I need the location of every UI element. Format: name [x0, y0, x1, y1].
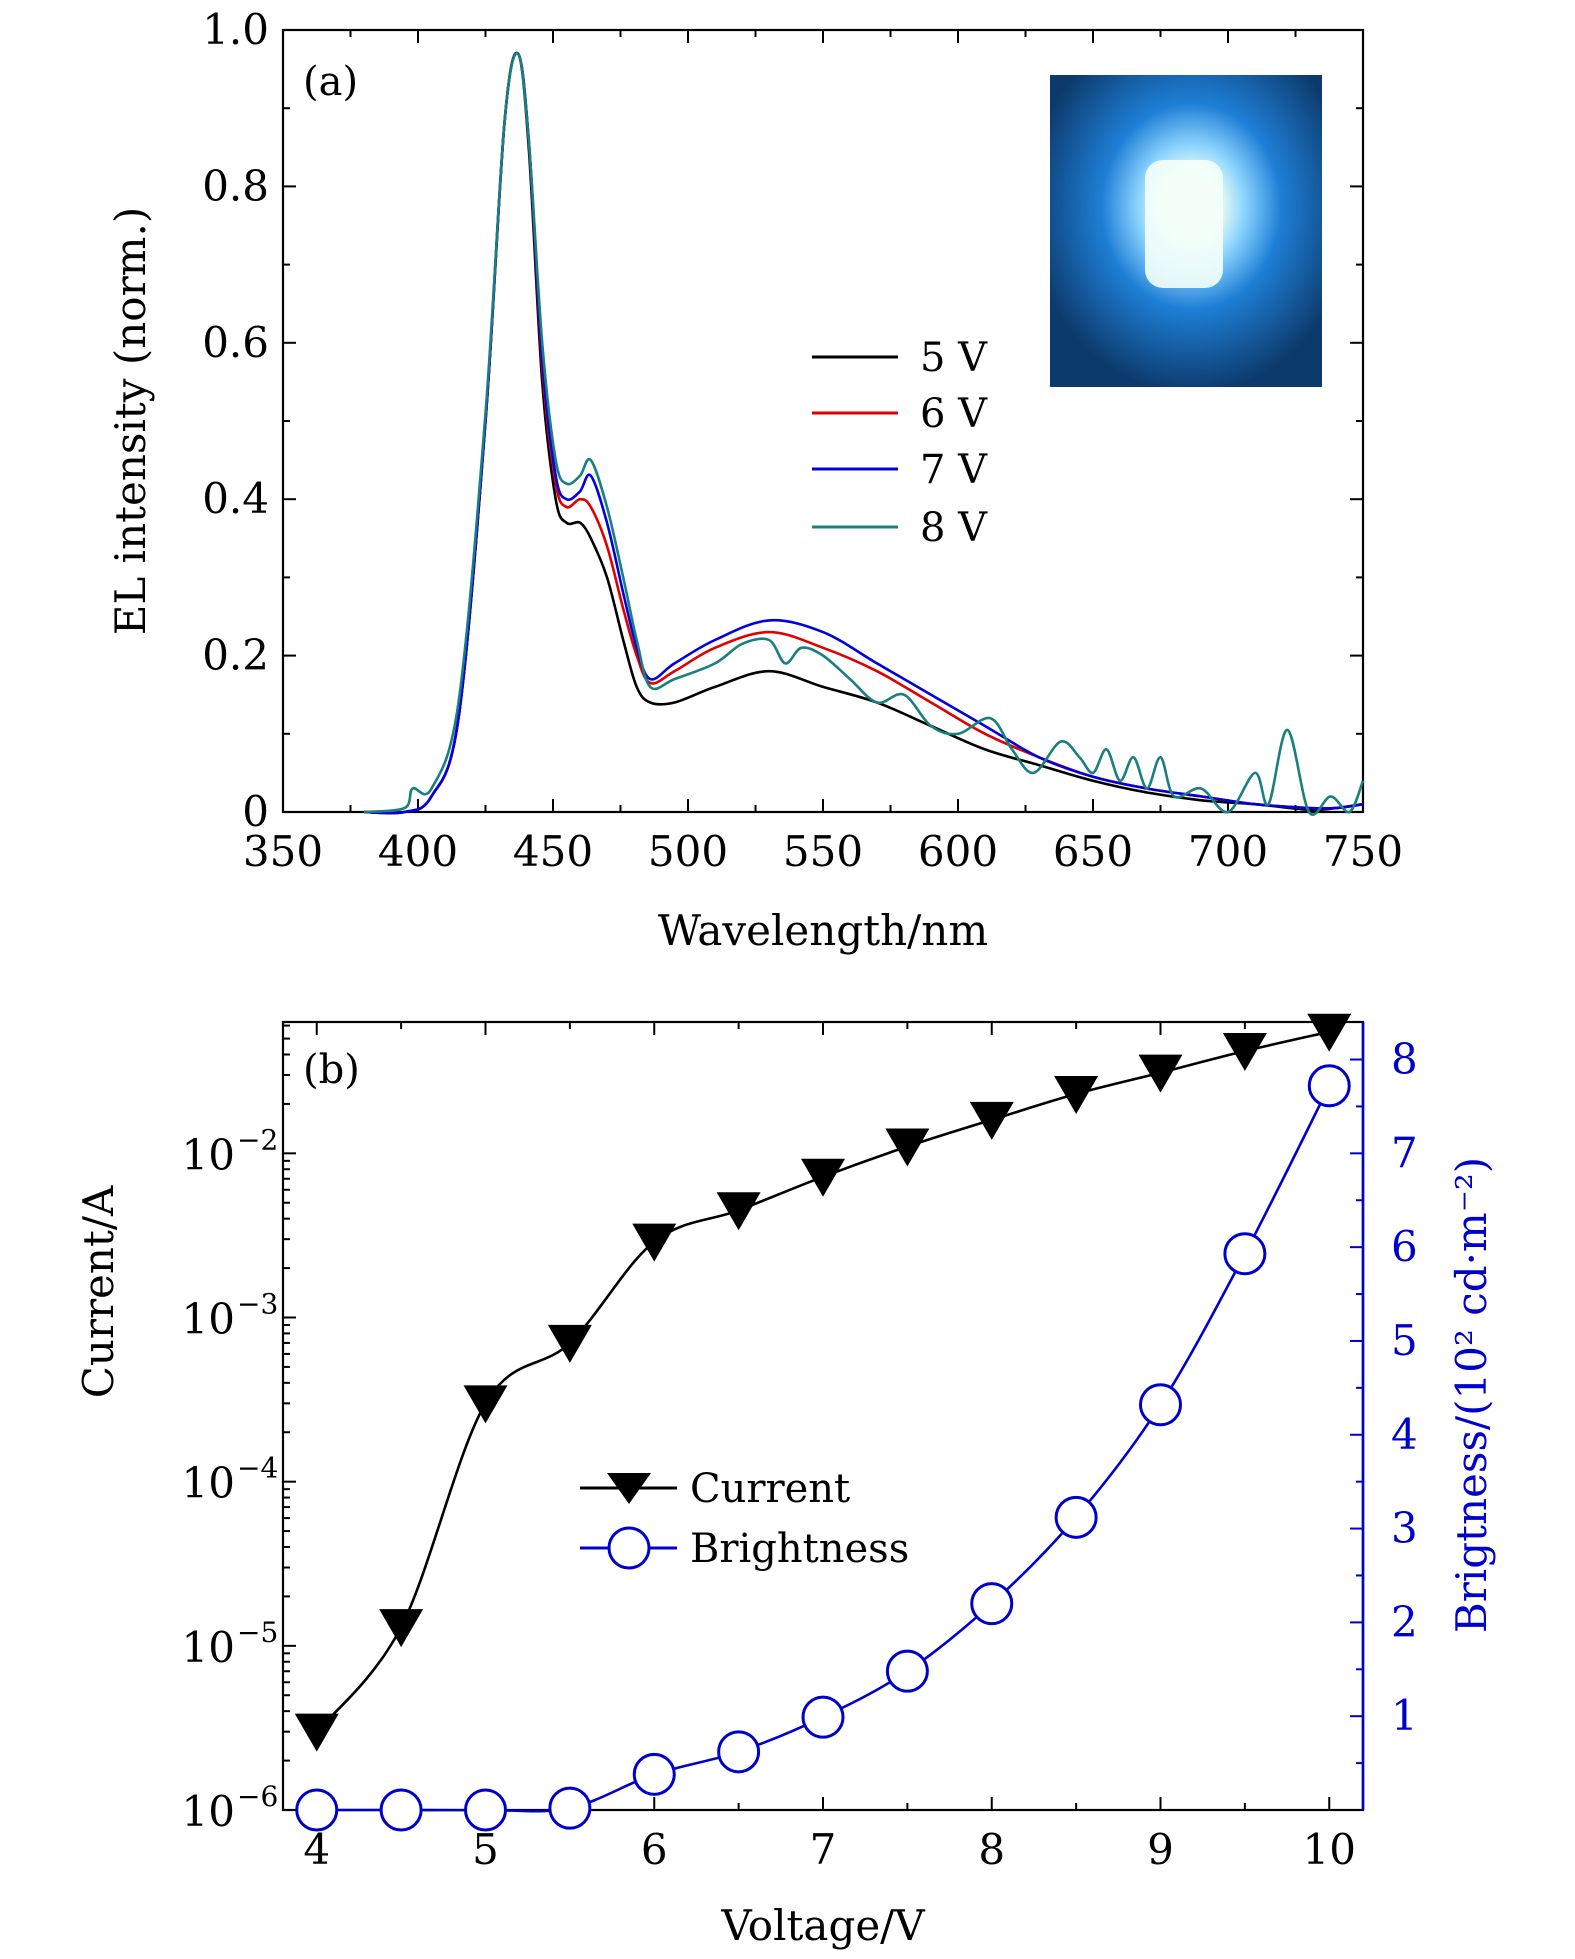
- legend-label-current: Current: [690, 1466, 850, 1512]
- panel-a-y-axis-title: EL intensity (norm.): [106, 207, 155, 635]
- current-marker: [716, 1192, 761, 1231]
- current-marker: [379, 1609, 424, 1648]
- current-marker: [1138, 1054, 1183, 1093]
- brightness-marker: [801, 1695, 845, 1739]
- a-xtick-label: 700: [1188, 827, 1268, 876]
- a-xtick-label: 750: [1323, 827, 1403, 876]
- legend-down-triangle-icon: [607, 1473, 651, 1504]
- panel-b-legend: Current Brightness: [580, 1466, 909, 1572]
- b-y2tick-label: 4: [1391, 1410, 1418, 1459]
- current-marker: [1054, 1075, 1099, 1114]
- a-xtick-label: 500: [648, 827, 728, 876]
- b-y2tick-label: 7: [1391, 1128, 1418, 1177]
- panel-a-label: (a): [303, 59, 358, 105]
- b-ytick-label: 10: [182, 1295, 235, 1344]
- brightness-marker: [1223, 1232, 1267, 1276]
- current-marker: [801, 1158, 845, 1197]
- b-xtick-label: 7: [810, 1825, 837, 1874]
- brightness-marker: [632, 1752, 676, 1796]
- b-xtick-label: 10: [1303, 1825, 1356, 1874]
- a-xtick-label: 350: [243, 827, 323, 876]
- b-xtick-label: 8: [978, 1825, 1005, 1874]
- b-y2tick-label: 8: [1391, 1035, 1418, 1084]
- current-marker: [463, 1385, 508, 1424]
- panel-a-ticks: 350 400 450 500 550 600 650 700 750 0 0.2 0.4 0.6 0.8…: [202, 5, 1403, 876]
- b-ytick-label: 10: [182, 1459, 235, 1508]
- b-xtick-label: 5: [472, 1825, 499, 1874]
- a-ytick-label: 1.0: [202, 5, 269, 54]
- b-ytick-exponent: −6: [237, 1780, 278, 1813]
- legend-open-circle-icon: [607, 1526, 651, 1570]
- a-xtick-label: 450: [513, 827, 593, 876]
- brightness-marker: [1307, 1064, 1351, 1108]
- panel-a-series: [363, 51, 1365, 816]
- brightness-marker: [970, 1582, 1014, 1626]
- brightness-marker: [717, 1730, 761, 1774]
- b-ytick-exponent: −4: [237, 1452, 278, 1485]
- panel-a-x-axis-title: Wavelength/nm: [658, 906, 988, 955]
- b-ytick-exponent: −5: [237, 1616, 278, 1649]
- b-xtick-label: 9: [1147, 1825, 1174, 1874]
- b-y2tick-label: 2: [1391, 1597, 1418, 1646]
- current-marker: [547, 1324, 592, 1363]
- a-xtick-label: 400: [378, 827, 458, 876]
- current-marker: [969, 1101, 1014, 1140]
- current-marker: [632, 1223, 677, 1262]
- panel-a-legend: 5 V 6 V 7 V 8 V: [812, 335, 988, 551]
- b-ytick-label: 10: [182, 1787, 235, 1836]
- b-y2tick-label: 6: [1391, 1222, 1418, 1271]
- panel-b-y2-axis-title: Brigtness/(10² cd·m⁻²): [1447, 1157, 1496, 1633]
- legend-label-6V: 6 V: [920, 391, 988, 437]
- inset-bright-spot: [1145, 160, 1223, 288]
- current-marker: [294, 1713, 339, 1752]
- inset-photo: [1050, 75, 1322, 387]
- a-xtick-label: 550: [783, 827, 863, 876]
- panel-b-series: [294, 1013, 1352, 1832]
- a-ytick-label: 0.6: [202, 318, 269, 367]
- a-xtick-label: 650: [1053, 827, 1133, 876]
- brightness-marker: [379, 1788, 423, 1832]
- current-marker: [1307, 1013, 1352, 1052]
- b-ytick-label: 10: [182, 1130, 235, 1179]
- brightness-marker: [548, 1786, 592, 1830]
- brightness-marker: [1139, 1383, 1182, 1427]
- a-ytick-label: 0.4: [202, 474, 269, 523]
- legend-label-7V: 7 V: [920, 447, 988, 493]
- b-xtick-label: 4: [303, 1825, 330, 1874]
- b-xtick-label: 6: [641, 1825, 668, 1874]
- panel-b-label: (b): [303, 1047, 360, 1093]
- a-ytick-label: 0.2: [202, 631, 269, 680]
- a-ytick-label: 0: [242, 787, 269, 836]
- current-line: [315, 1030, 1330, 1733]
- legend-label-8V: 8 V: [920, 505, 988, 551]
- a-xtick-label: 600: [918, 827, 998, 876]
- brightness-marker: [464, 1788, 507, 1832]
- brightness-marker: [885, 1649, 929, 1693]
- b-ytick-exponent: −3: [237, 1288, 278, 1321]
- b-y2tick-label: 5: [1391, 1316, 1418, 1365]
- legend-label-5V: 5 V: [920, 335, 988, 381]
- b-y2tick-label: 3: [1391, 1504, 1418, 1553]
- panel-b-y-axis-title: Current/A: [74, 1185, 123, 1398]
- b-y2tick-label: 1: [1391, 1691, 1418, 1740]
- b-ytick-exponent: −2: [237, 1123, 278, 1156]
- panel-b-x-axis-title: Voltage/V: [720, 1901, 925, 1950]
- b-ytick-label: 10: [182, 1623, 235, 1672]
- legend-label-brightness: Brightness: [690, 1526, 909, 1572]
- a-ytick-label: 0.8: [202, 161, 269, 210]
- current-marker: [885, 1128, 930, 1167]
- brightness-marker: [295, 1788, 339, 1832]
- brightness-marker: [1054, 1495, 1098, 1539]
- current-marker: [1222, 1033, 1267, 1072]
- panel-b-frame: [281, 1020, 1365, 1812]
- spectrum-line-8V: [363, 51, 1365, 816]
- panel-a-spectrum-chart: 350 400 450 500 550 600 650 700 750 0 0.2 0.4 0.6 0.8…: [106, 5, 1403, 955]
